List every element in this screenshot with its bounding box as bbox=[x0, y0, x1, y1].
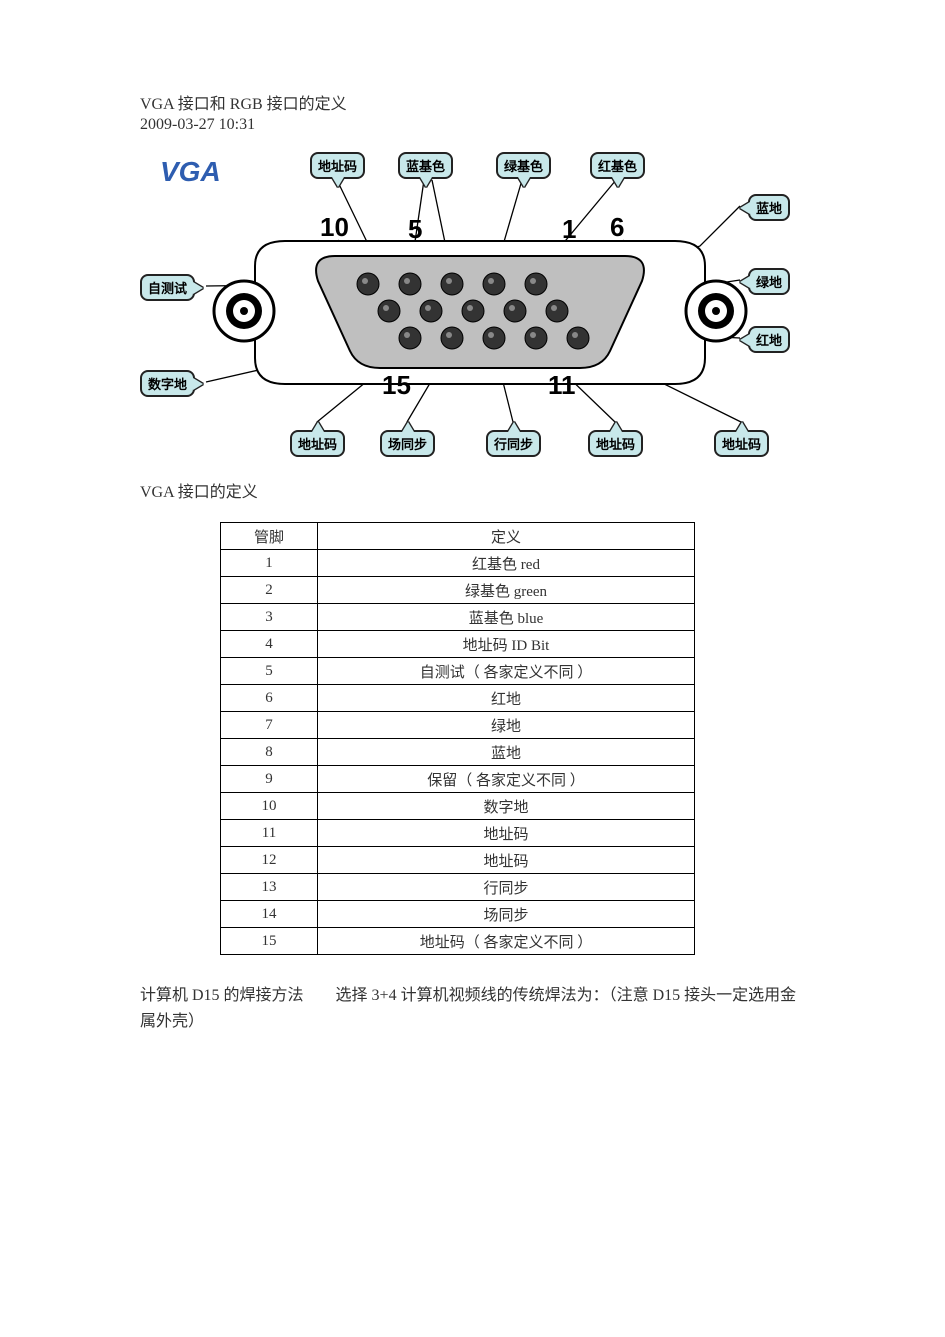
vga-connector-diagram: VGA 地址码蓝基色绿基色红基色蓝地绿地红地自测试数字地地址码场同步行同步地址码… bbox=[140, 146, 834, 466]
table-row: 3蓝基色 blue bbox=[221, 604, 695, 631]
pin-number-label: 6 bbox=[610, 212, 624, 243]
table-cell-def: 场同步 bbox=[318, 901, 695, 928]
table-cell-pin: 9 bbox=[221, 766, 318, 793]
table-cell-def: 自测试（ 各家定义不同 ） bbox=[318, 658, 695, 685]
table-cell-def: 地址码 bbox=[318, 847, 695, 874]
table-row: 2绿基色 green bbox=[221, 577, 695, 604]
callout-c-top-1: 地址码 bbox=[310, 152, 365, 179]
callout-c-top-4: 红基色 bbox=[590, 152, 645, 179]
table-row: 13行同步 bbox=[221, 874, 695, 901]
table-cell-pin: 2 bbox=[221, 577, 318, 604]
callout-c-b-3: 行同步 bbox=[486, 430, 541, 457]
document-page: VGA 接口和 RGB 接口的定义 2009-03-27 10:31 VGA 地… bbox=[0, 0, 945, 1337]
callout-c-b-2: 场同步 bbox=[380, 430, 435, 457]
pin-number-label: 15 bbox=[382, 370, 411, 401]
table-cell-pin: 15 bbox=[221, 928, 318, 955]
table-row: 4地址码 ID Bit bbox=[221, 631, 695, 658]
callout-c-b-4: 地址码 bbox=[588, 430, 643, 457]
table-cell-def: 红基色 red bbox=[318, 550, 695, 577]
footer-text: 计算机 D15 的焊接方法 选择 3+4 计算机视频线的传统焊法为：（注意 D1… bbox=[140, 983, 805, 1034]
table-row: 5自测试（ 各家定义不同 ） bbox=[221, 658, 695, 685]
table-row: 10数字地 bbox=[221, 793, 695, 820]
page-title: VGA 接口和 RGB 接口的定义 bbox=[140, 90, 805, 114]
pin-number-label: 11 bbox=[548, 370, 576, 401]
table-cell-def: 地址码 bbox=[318, 820, 695, 847]
pin-number-label: 10 bbox=[320, 212, 349, 243]
table-row: 6红地 bbox=[221, 685, 695, 712]
table-cell-def: 地址码 ID Bit bbox=[318, 631, 695, 658]
table-cell-def: 地址码（ 各家定义不同 ） bbox=[318, 928, 695, 955]
table-cell-pin: 10 bbox=[221, 793, 318, 820]
table-row: 15地址码（ 各家定义不同 ） bbox=[221, 928, 695, 955]
table-row: 1红基色 red bbox=[221, 550, 695, 577]
callout-c-l-1: 自测试 bbox=[140, 274, 195, 301]
table-row: 11地址码 bbox=[221, 820, 695, 847]
table-header-def: 定义 bbox=[318, 523, 695, 550]
table-cell-def: 行同步 bbox=[318, 874, 695, 901]
table-cell-pin: 13 bbox=[221, 874, 318, 901]
table-cell-pin: 5 bbox=[221, 658, 318, 685]
table-row: 8蓝地 bbox=[221, 739, 695, 766]
table-cell-def: 绿地 bbox=[318, 712, 695, 739]
table-cell-pin: 4 bbox=[221, 631, 318, 658]
table-cell-pin: 14 bbox=[221, 901, 318, 928]
table-cell-pin: 6 bbox=[221, 685, 318, 712]
pin-number-label: 1 bbox=[562, 214, 576, 245]
table-cell-pin: 11 bbox=[221, 820, 318, 847]
table-row: 12地址码 bbox=[221, 847, 695, 874]
table-cell-def: 绿基色 green bbox=[318, 577, 695, 604]
table-cell-def: 蓝基色 blue bbox=[318, 604, 695, 631]
table-row: 7绿地 bbox=[221, 712, 695, 739]
callout-c-l-2: 数字地 bbox=[140, 370, 195, 397]
table-cell-pin: 12 bbox=[221, 847, 318, 874]
callout-c-top-3: 绿基色 bbox=[496, 152, 551, 179]
pin-number-label: 5 bbox=[408, 214, 422, 245]
callout-c-b-1: 地址码 bbox=[290, 430, 345, 457]
callout-c-r-2: 绿地 bbox=[748, 268, 790, 295]
table-cell-def: 数字地 bbox=[318, 793, 695, 820]
vga-pin-table: 管脚 定义 1红基色 red2绿基色 green3蓝基色 blue4地址码 ID… bbox=[220, 522, 695, 955]
page-date: 2009-03-27 10:31 bbox=[140, 116, 805, 134]
table-row: 9保留（ 各家定义不同 ） bbox=[221, 766, 695, 793]
table-header-pin: 管脚 bbox=[221, 523, 318, 550]
callout-c-r-1: 蓝地 bbox=[748, 194, 790, 221]
table-cell-def: 红地 bbox=[318, 685, 695, 712]
table-cell-pin: 8 bbox=[221, 739, 318, 766]
callout-c-r-3: 红地 bbox=[748, 326, 790, 353]
callout-c-b-5: 地址码 bbox=[714, 430, 769, 457]
table-header-row: 管脚 定义 bbox=[221, 523, 695, 550]
callout-c-top-2: 蓝基色 bbox=[398, 152, 453, 179]
table-cell-def: 蓝地 bbox=[318, 739, 695, 766]
table-cell-pin: 3 bbox=[221, 604, 318, 631]
table-cell-pin: 7 bbox=[221, 712, 318, 739]
diagram-svg bbox=[140, 146, 834, 466]
section-title: VGA 接口的定义 bbox=[140, 478, 805, 502]
table-cell-def: 保留（ 各家定义不同 ） bbox=[318, 766, 695, 793]
table-row: 14场同步 bbox=[221, 901, 695, 928]
table-cell-pin: 1 bbox=[221, 550, 318, 577]
